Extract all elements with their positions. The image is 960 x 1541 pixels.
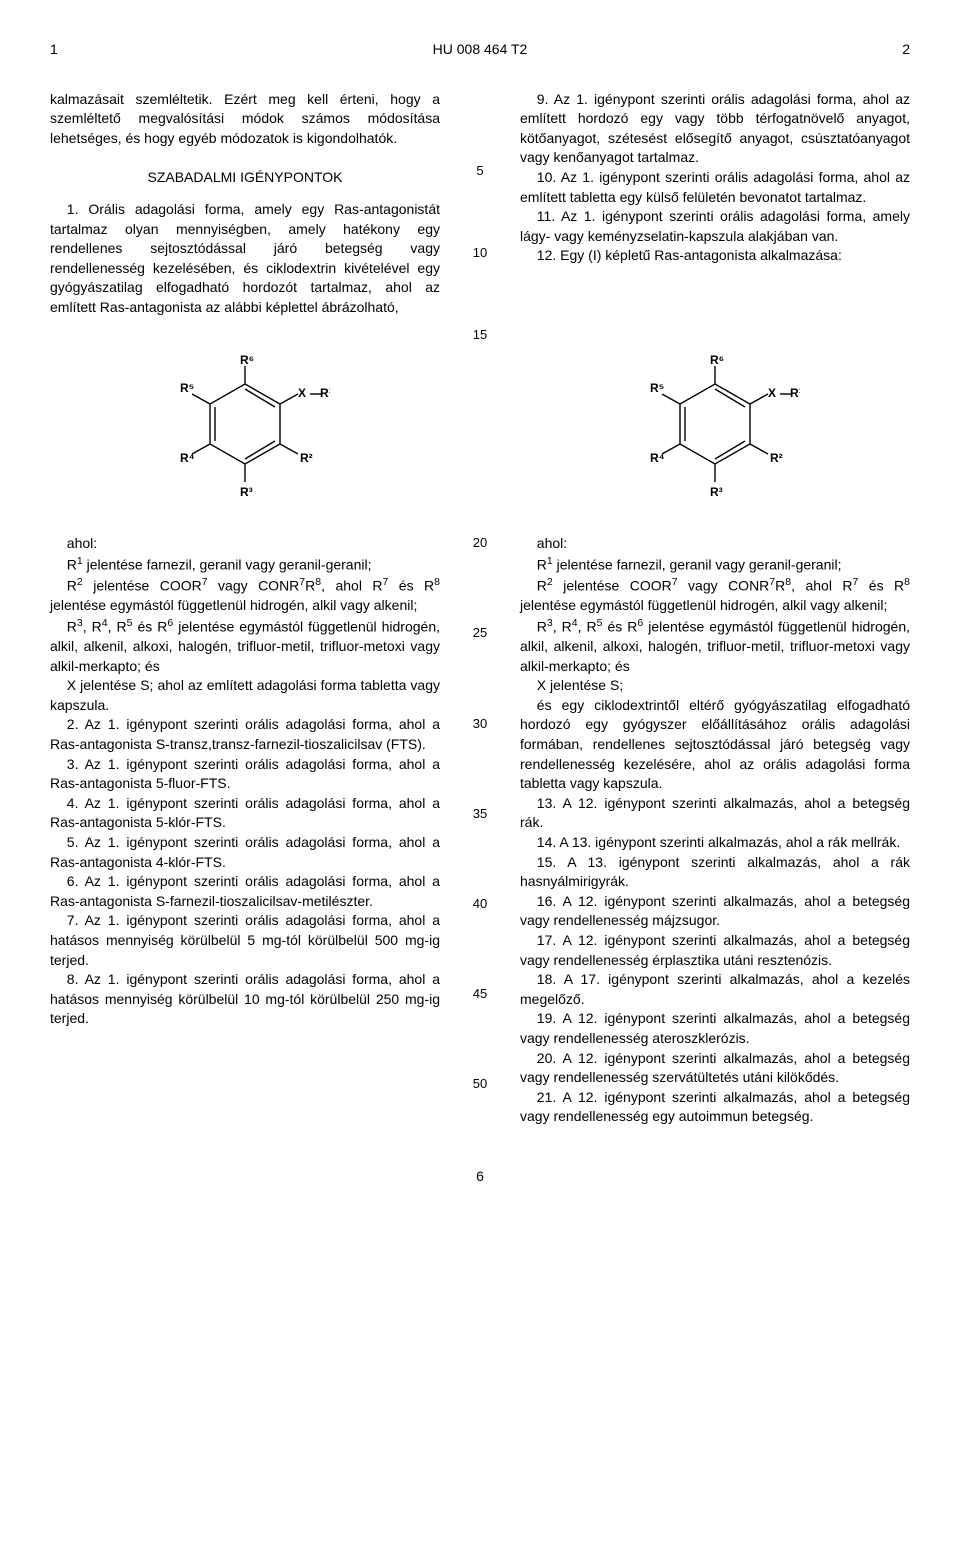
claim-19: 19. A 12. igénypont szerinti alkalmazás,… — [520, 1009, 910, 1048]
claim-1: 1. Orális adagolási forma, amely egy Ras… — [50, 200, 440, 318]
page-header: 1 HU 008 464 T2 2 — [50, 40, 910, 60]
r2-left: R2 jelentése COOR7 vagy CONR7R8, ahol R7… — [50, 575, 440, 616]
svg-text:R⁵: R⁵ — [180, 381, 194, 395]
svg-text:R³: R³ — [710, 485, 723, 499]
page-number: 6 — [50, 1167, 910, 1187]
claim-12: 12. Egy (I) képletű Ras-antagonista alka… — [520, 246, 910, 266]
claim-2: 2. Az 1. igénypont szerinti orális adago… — [50, 715, 440, 754]
svg-text:R²: R² — [770, 451, 783, 465]
claim-11: 11. Az 1. igénypont szerinti orális adag… — [520, 207, 910, 246]
claim-14: 14. A 13. igénypont szerinti alkalmazás,… — [520, 833, 910, 853]
benzene-svg: R⁶ R⁵ X R¹ R² R³ R⁴ — [630, 354, 800, 514]
section-title: SZABADALMI IGÉNYPONTOK — [50, 168, 440, 188]
x-right: X jelentése S; — [520, 676, 910, 696]
claim-8: 8. Az 1. igénypont szerinti orális adago… — [50, 970, 440, 1029]
line-mark: 30 — [473, 715, 487, 733]
claim-9: 9. Az 1. igénypont szerinti orális adago… — [520, 90, 910, 168]
ahol-left: ahol: — [50, 534, 440, 554]
benzene-svg: R⁶ R⁵ X R¹ R² R³ R⁴ — [160, 354, 330, 514]
header-left: 1 — [50, 40, 337, 60]
svg-text:R⁴: R⁴ — [180, 451, 195, 465]
final-right: és egy ciklodextrintől eltérő gyógyászat… — [520, 696, 910, 794]
chem-structure-right: R⁶ R⁵ X R¹ R² R³ R⁴ — [520, 354, 910, 514]
line-marks-spacer — [470, 344, 490, 534]
svg-text:R³: R³ — [240, 485, 253, 499]
line-mark: 20 — [473, 534, 487, 552]
claim-4: 4. Az 1. igénypont szerinti orális adago… — [50, 794, 440, 833]
line-mark: 50 — [473, 1075, 487, 1093]
line-marks-top: 5 10 15 — [470, 90, 490, 345]
svg-text:R¹: R¹ — [320, 386, 330, 400]
top-left-p1: kalmazásait szemléltetik. Ezért meg kell… — [50, 90, 440, 149]
line-mark: 40 — [473, 895, 487, 913]
header-right: 2 — [623, 40, 910, 60]
line-mark: 45 — [473, 985, 487, 1003]
line-mark: 25 — [473, 624, 487, 642]
line-mark: 10 — [473, 244, 487, 262]
chem-left: R⁶ R⁵ X R¹ R² R³ R⁴ — [50, 344, 440, 534]
top-right-col: 9. Az 1. igénypont szerinti orális adago… — [520, 90, 910, 345]
x-left: X jelentése S; ahol az említett adagolás… — [50, 676, 440, 715]
bottom-right-col: ahol: R1 jelentése farnezil, geranil vag… — [520, 534, 910, 1127]
bottom-two-column: ahol: R1 jelentése farnezil, geranil vag… — [50, 534, 910, 1127]
claim-6: 6. Az 1. igénypont szerinti orális adago… — [50, 872, 440, 911]
claim-15: 15. A 13. igénypont szerinti alkalmazás,… — [520, 853, 910, 892]
claim-20: 20. A 12. igénypont szerinti alkalmazás,… — [520, 1049, 910, 1088]
claim-13: 13. A 12. igénypont szerinti alkalmazás,… — [520, 794, 910, 833]
header-center: HU 008 464 T2 — [337, 40, 624, 60]
svg-text:R⁶: R⁶ — [710, 354, 724, 367]
bottom-left-col: ahol: R1 jelentése farnezil, geranil vag… — [50, 534, 440, 1127]
svg-text:R⁶: R⁶ — [240, 354, 254, 367]
claim-18: 18. A 17. igénypont szerinti alkalmazás,… — [520, 970, 910, 1009]
claim-10: 10. Az 1. igénypont szerinti orális adag… — [520, 168, 910, 207]
claim-21: 21. A 12. igénypont szerinti alkalmazás,… — [520, 1088, 910, 1127]
claim-3: 3. Az 1. igénypont szerinti orális adago… — [50, 755, 440, 794]
r1-right: R1 jelentése farnezil, geranil vagy gera… — [520, 554, 910, 575]
r3-left: R3, R4, R5 és R6 jelentése egymástól füg… — [50, 616, 440, 676]
claim-16: 16. A 12. igénypont szerinti alkalmazás,… — [520, 892, 910, 931]
svg-text:R²: R² — [300, 451, 313, 465]
r1-left: R1 jelentése farnezil, geranil vagy gera… — [50, 554, 440, 575]
chem-structure-left: R⁶ R⁵ X R¹ R² R³ R⁴ — [50, 354, 440, 514]
svg-text:R⁵: R⁵ — [650, 381, 664, 395]
top-two-column: kalmazásait szemléltetik. Ezért meg kell… — [50, 90, 910, 345]
line-marks-bottom: 20 25 30 35 40 45 50 — [470, 534, 490, 1127]
claim-5: 5. Az 1. igénypont szerinti orális adago… — [50, 833, 440, 872]
top-left-col: kalmazásait szemléltetik. Ezért meg kell… — [50, 90, 440, 345]
ahol-right: ahol: — [520, 534, 910, 554]
chem-right: R⁶ R⁵ X R¹ R² R³ R⁴ — [520, 344, 910, 534]
r3-right: R3, R4, R5 és R6 jelentése egymástól füg… — [520, 616, 910, 676]
claim-7: 7. Az 1. igénypont szerinti orális adago… — [50, 911, 440, 970]
r2-right: R2 jelentése COOR7 vagy CONR7R8, ahol R7… — [520, 575, 910, 616]
claim-17: 17. A 12. igénypont szerinti alkalmazás,… — [520, 931, 910, 970]
chem-row: R⁶ R⁵ X R¹ R² R³ R⁴ — [50, 344, 910, 534]
line-mark: 5 — [476, 162, 483, 180]
line-mark: 15 — [473, 326, 487, 344]
line-mark: 35 — [473, 805, 487, 823]
svg-text:X: X — [768, 386, 776, 400]
svg-text:X: X — [298, 386, 306, 400]
svg-text:R⁴: R⁴ — [650, 451, 665, 465]
svg-text:R¹: R¹ — [790, 386, 800, 400]
